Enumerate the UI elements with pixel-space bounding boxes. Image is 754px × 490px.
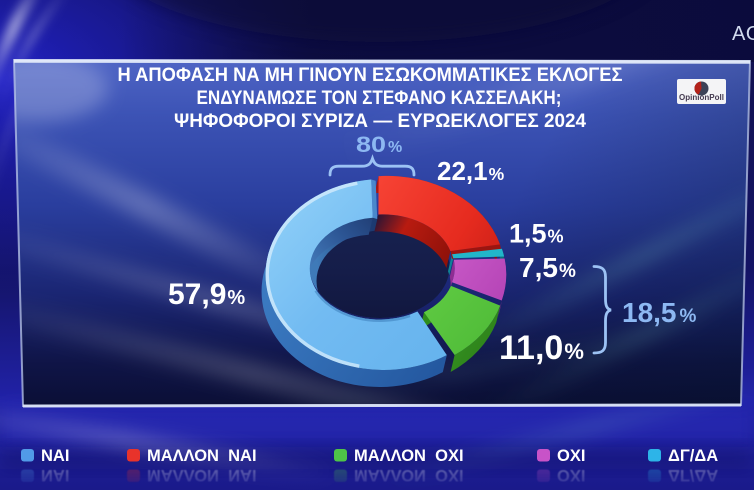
svg-text:ΕΝΔΥΝΑΜΩΣΕ ΤΟΝ ΣΤΕΦΑΝΟ ΚΑΣΣΕΛΑ: ΕΝΔΥΝΑΜΩΣΕ ΤΟΝ ΣΤΕΦΑΝΟ ΚΑΣΣΕΛΑΚΗ; bbox=[197, 88, 562, 109]
svg-text:7,5%: 7,5% bbox=[519, 252, 576, 283]
svg-text:ΜΑΛΛΟΝ ΝΑΙ: ΜΑΛΛΟΝ ΝΑΙ bbox=[147, 447, 257, 465]
svg-text:OpinionPoll: OpinionPoll bbox=[679, 93, 724, 102]
svg-text:18,5%: 18,5% bbox=[622, 297, 697, 328]
svg-text:80%: 80% bbox=[356, 132, 402, 157]
svg-text:ΝΑΙ: ΝΑΙ bbox=[41, 447, 69, 465]
svg-text:Η ΑΠΟΦΑΣΗ ΝΑ ΜΗ ΓΙΝΟΥΝ ΕΣΩΚΟΜΜ: Η ΑΠΟΦΑΣΗ ΝΑ ΜΗ ΓΙΝΟΥΝ ΕΣΩΚΟΜΜΑΤΙΚΕΣ ΕΚΛ… bbox=[118, 65, 623, 86]
svg-text:ΔΓ/ΔΑ: ΔΓ/ΔΑ bbox=[668, 447, 718, 465]
svg-text:ΜΑΛΛΟΝ ΟΧΙ: ΜΑΛΛΟΝ ΟΧΙ bbox=[354, 447, 464, 465]
svg-text:ΨΗΦΟΦΟΡΟΙ ΣΥΡΙΖΑ — ΕΥΡΩΕΚΛΟΓΕΣ: ΨΗΦΟΦΟΡΟΙ ΣΥΡΙΖΑ — ΕΥΡΩΕΚΛΟΓΕΣ 2024 bbox=[174, 111, 586, 132]
svg-text:1,5%: 1,5% bbox=[509, 219, 564, 249]
svg-text:ΑΟ: ΑΟ bbox=[732, 23, 754, 45]
svg-text:ΟΧΙ: ΟΧΙ bbox=[557, 447, 585, 465]
